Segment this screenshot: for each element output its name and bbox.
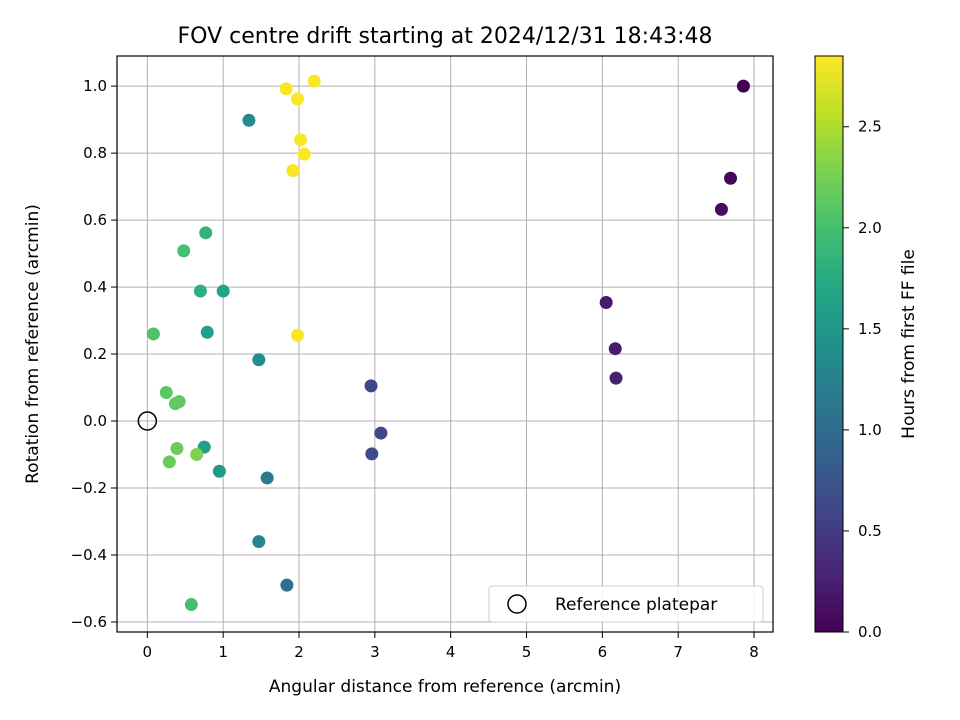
y-axis-ticks: −0.6 −0.4 −0.2 0.0 0.2 0.4 0.6 0.8 1.0	[71, 77, 117, 631]
data-point	[146, 327, 160, 341]
data-point	[159, 386, 173, 400]
y-tick-label: 0.6	[83, 211, 107, 229]
legend: Reference platepar	[488, 585, 764, 623]
data-point	[290, 92, 304, 106]
reference-marker	[137, 411, 158, 431]
grid-lines	[117, 56, 773, 632]
x-tick-label: 0	[143, 643, 153, 661]
x-axis-ticks: 0 1 2 3 4 5 6 7 8	[143, 632, 759, 661]
data-point	[212, 464, 226, 478]
y-tick-label: 0.4	[83, 278, 107, 296]
legend-reference-marker	[507, 594, 527, 614]
data-points	[146, 74, 750, 612]
data-point	[290, 328, 304, 342]
data-point	[279, 82, 293, 96]
colorbar-tick-label: 1.5	[858, 320, 882, 338]
x-tick-label: 3	[370, 643, 380, 661]
data-point	[365, 447, 379, 461]
data-point	[162, 455, 176, 469]
y-axis-label: Rotation from reference (arcmin)	[23, 204, 43, 484]
data-point	[307, 74, 321, 88]
data-point	[294, 133, 308, 147]
data-point	[190, 448, 204, 462]
colorbar-gradient	[814, 55, 844, 633]
data-point	[599, 295, 613, 309]
colorbar: 0.0 0.5 1.0 1.5 2.0 2.5 Hours from first FF f…	[814, 55, 919, 641]
data-point	[193, 284, 207, 298]
y-tick-label: 1.0	[83, 77, 107, 95]
colorbar-ticks: 0.0 0.5 1.0 1.5 2.0 2.5	[843, 118, 882, 641]
data-point	[724, 171, 738, 185]
data-point	[170, 441, 184, 455]
data-point	[252, 353, 266, 367]
y-tick-label: −0.6	[71, 613, 107, 631]
data-point	[609, 371, 623, 385]
data-point	[184, 598, 198, 612]
data-point	[374, 426, 388, 440]
data-point	[216, 284, 230, 298]
y-tick-label: 0.8	[83, 144, 107, 162]
x-tick-label: 2	[294, 643, 304, 661]
data-point	[608, 342, 622, 356]
y-tick-label: 0.0	[83, 412, 107, 430]
x-tick-label: 4	[446, 643, 456, 661]
colorbar-label: Hours from first FF file	[899, 249, 919, 439]
data-point	[260, 471, 274, 485]
reference-platepar-point	[137, 411, 158, 431]
x-tick-label: 8	[749, 643, 759, 661]
data-point	[280, 578, 294, 592]
data-point	[297, 147, 311, 161]
x-tick-label: 1	[218, 643, 228, 661]
data-point	[286, 164, 300, 178]
data-point	[252, 535, 266, 549]
x-tick-label: 7	[673, 643, 683, 661]
legend-label: Reference platepar	[555, 595, 717, 615]
data-point	[242, 113, 256, 127]
data-point	[177, 244, 191, 258]
y-tick-label: −0.4	[71, 546, 107, 564]
legend-box	[488, 585, 764, 623]
colorbar-tick-label: 0.0	[858, 623, 882, 641]
colorbar-tick-label: 1.0	[858, 421, 882, 439]
data-point	[172, 395, 186, 409]
y-tick-label: −0.2	[71, 479, 107, 497]
colorbar-tick-label: 2.0	[858, 219, 882, 237]
data-point	[199, 226, 213, 240]
colorbar-tick-label: 0.5	[858, 522, 882, 540]
colorbar-tick-label: 2.5	[858, 118, 882, 136]
x-tick-label: 5	[522, 643, 532, 661]
data-point	[714, 202, 728, 216]
x-axis-label: Angular distance from reference (arcmin)	[269, 677, 621, 697]
x-tick-label: 6	[598, 643, 608, 661]
y-tick-label: 0.2	[83, 345, 107, 363]
data-point	[200, 325, 214, 339]
chart-title: FOV centre drift starting at 2024/12/31 …	[178, 24, 713, 49]
plot-area-frame	[116, 55, 774, 633]
data-point	[736, 79, 750, 93]
data-point	[364, 379, 378, 393]
